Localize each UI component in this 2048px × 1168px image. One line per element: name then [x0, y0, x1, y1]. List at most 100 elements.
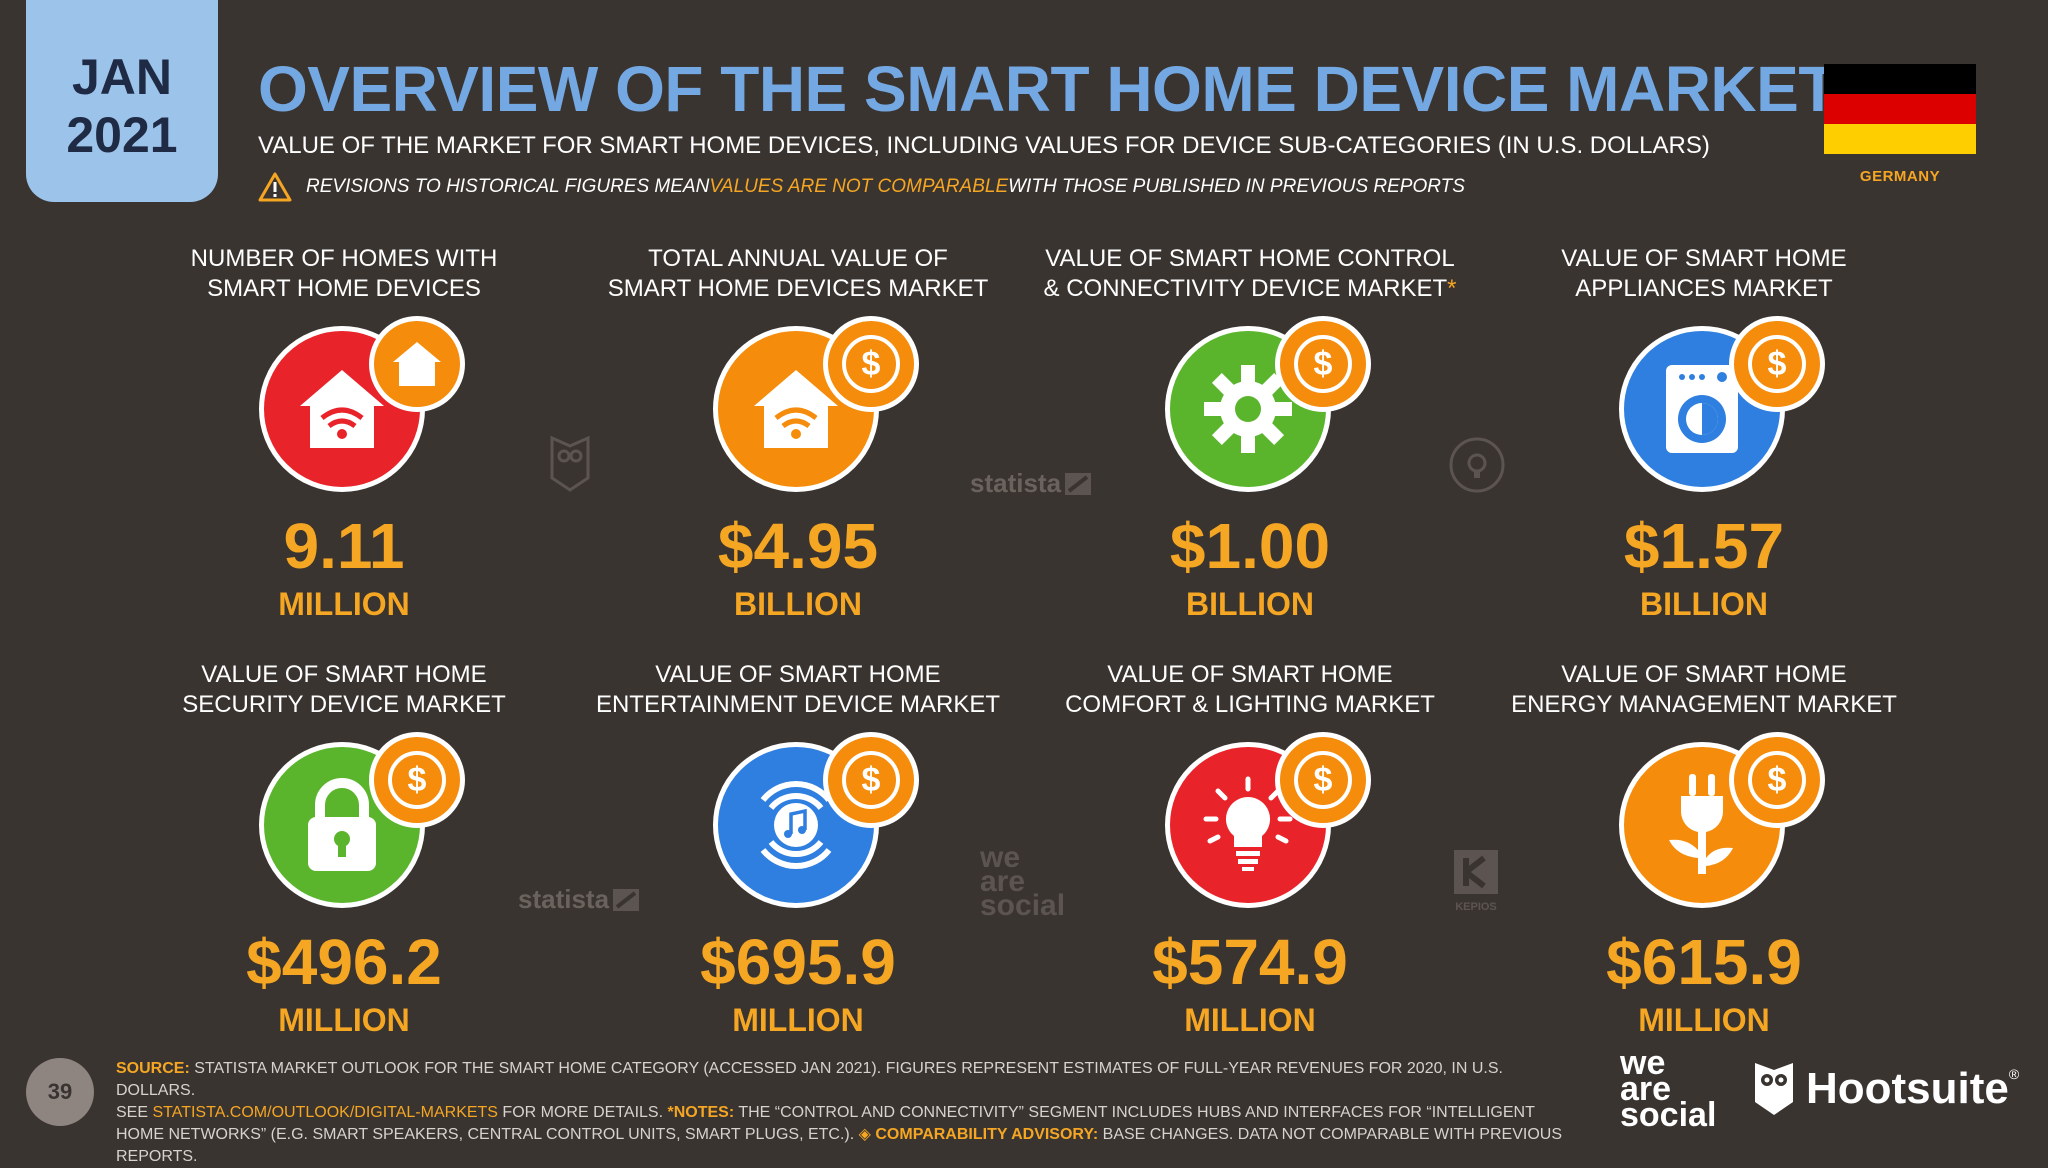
stat-card-label-line1: VALUE OF SMART HOME: [1561, 245, 1847, 272]
stat-card-label-line1: VALUE OF SMART HOME: [655, 661, 941, 688]
stat-card-icon-group: $: [683, 732, 919, 912]
asterisk-note: *: [1447, 275, 1457, 302]
date-year: 2021: [66, 107, 178, 163]
stat-card: VALUE OF SMART HOME ENERGY MANAGEMENT MAR…: [1484, 660, 1924, 1039]
country-label: GERMANY: [1859, 168, 1941, 185]
stat-card-label-line2: SMART HOME DEVICES MARKET: [607, 275, 989, 302]
stat-card-label-line1: VALUE OF SMART HOME: [1107, 661, 1393, 688]
stat-card-unit: BILLION: [734, 586, 862, 622]
stat-card-label: NUMBER OF HOMES WITH SMART HOME DEVICES: [124, 244, 564, 304]
stat-card-icon-group: $: [1589, 732, 1825, 912]
stat-card-value: $695.9: [700, 926, 896, 998]
stat-card: NUMBER OF HOMES WITH SMART HOME DEVICES 9.…: [124, 244, 564, 623]
stat-card-label: VALUE OF SMART HOME ENERGY MANAGEMENT MAR…: [1484, 660, 1924, 720]
notes-text: THE “CONTROL AND CONNECTIVITY” SEGMENT I…: [116, 1104, 1535, 1143]
stat-card-label-line2: & CONNECTIVITY DEVICE MARKET: [1043, 275, 1448, 302]
stat-card-label: VALUE OF SMART HOME SECURITY DEVICE MARKE…: [124, 660, 564, 720]
date-month: JAN: [71, 49, 173, 105]
stat-card-label-line2: ENERGY MANAGEMENT MARKET: [1511, 691, 1897, 718]
stat-card-label-line1: VALUE OF SMART HOME: [1561, 661, 1847, 688]
stat-card-unit: MILLION: [278, 586, 410, 622]
dollar-badge-icon: $: [1275, 732, 1371, 828]
stat-card-value: $1.00: [1169, 510, 1331, 582]
stat-card-label-line2-wrap: COMFORT & LIGHTING MARKET: [1030, 690, 1470, 720]
stat-card-label-line2: SMART HOME DEVICES: [207, 275, 481, 302]
stat-card-label-line2-wrap: SMART HOME DEVICES MARKET: [578, 274, 1018, 304]
stat-card-label-line2-wrap: & CONNECTIVITY DEVICE MARKET*: [1030, 274, 1470, 304]
stat-card-label-line1: VALUE OF SMART HOME CONTROL: [1045, 245, 1455, 272]
advisory-key: ◈ COMPARABILITY ADVISORY:: [858, 1126, 1099, 1143]
stat-card-label-line2: APPLIANCES MARKET: [1575, 275, 1833, 302]
dollar-badge-icon: $: [1275, 316, 1371, 412]
page-number: 39: [26, 1058, 94, 1126]
stat-card-unit: BILLION: [1186, 586, 1314, 622]
stat-card-icon-group: $: [683, 316, 919, 496]
stat-card-label: TOTAL ANNUAL VALUE OF SMART HOME DEVICES …: [578, 244, 1018, 304]
see-text: SEE: [116, 1104, 153, 1121]
hootsuite-wordmark: Hootsuite: [1806, 1064, 2009, 1113]
stat-card-unit: BILLION: [1640, 586, 1768, 622]
page-title: OVERVIEW OF THE SMART HOME DEVICE MARKET: [258, 53, 1837, 125]
stat-card-label-line2: SECURITY DEVICE MARKET: [182, 691, 506, 718]
source-text: STATISTA MARKET OUTLOOK FOR THE SMART HO…: [116, 1060, 1503, 1099]
stat-card-label-line2-wrap: SECURITY DEVICE MARKET: [124, 690, 564, 720]
dollar-badge-icon: $: [823, 732, 919, 828]
dollar-badge-icon: $: [823, 316, 919, 412]
germany-flag: [1824, 64, 1976, 154]
source-link[interactable]: STATISTA.COM/OUTLOOK/DIGITAL-MARKETS: [152, 1104, 498, 1121]
lightbulb-icon: [1165, 742, 1331, 908]
hootsuite-owl-watermark: [548, 434, 592, 499]
lightbulb-watermark: [1448, 436, 1506, 499]
stat-card-unit: MILLION: [1184, 1002, 1316, 1038]
stat-card-unit: MILLION: [1638, 1002, 1770, 1038]
source-key: SOURCE:: [116, 1060, 190, 1077]
warning-text-post: WITH THOSE PUBLISHED IN PREVIOUS REPORTS: [1008, 176, 1465, 197]
stat-card-label: VALUE OF SMART HOME CONTROL & CONNECTIVIT…: [1030, 244, 1470, 304]
stat-card-label-line1: TOTAL ANNUAL VALUE OF: [648, 245, 948, 272]
warning-icon: [258, 172, 292, 202]
more-text: FOR MORE DETAILS.: [497, 1104, 668, 1121]
stat-card-label-line2-wrap: ENTERTAINMENT DEVICE MARKET: [578, 690, 1018, 720]
stat-card-icon-group: [229, 316, 465, 496]
stat-card-icon-group: $: [1135, 732, 1371, 912]
stat-card-label: VALUE OF SMART HOME ENTERTAINMENT DEVICE …: [578, 660, 1018, 720]
stat-card-value: $574.9: [1152, 926, 1348, 998]
stat-card-value: $496.2: [246, 926, 442, 998]
house-badge-icon: [369, 316, 465, 412]
stat-card-value: $1.57: [1623, 510, 1785, 582]
stat-card-label-line2-wrap: SMART HOME DEVICES: [124, 274, 564, 304]
stat-card-label-line1: VALUE OF SMART HOME: [201, 661, 487, 688]
stat-card: VALUE OF SMART HOME ENTERTAINMENT DEVICE …: [578, 660, 1018, 1039]
stat-card: VALUE OF SMART HOME SECURITY DEVICE MARKE…: [124, 660, 564, 1039]
stat-card-label-line2: COMFORT & LIGHTING MARKET: [1065, 691, 1435, 718]
hootsuite-owl-icon: [1755, 1063, 1793, 1115]
stat-card-label-line2: ENTERTAINMENT DEVICE MARKET: [595, 691, 1001, 718]
dollar-badge-icon: $: [1729, 316, 1825, 412]
kepios-watermark: KEPIOS: [1452, 848, 1500, 913]
stat-card-label-line2-wrap: ENERGY MANAGEMENT MARKET: [1484, 690, 1924, 720]
hootsuite-logo: Hootsuite ®: [1752, 1060, 2019, 1118]
stat-card: TOTAL ANNUAL VALUE OF SMART HOME DEVICES …: [578, 244, 1018, 623]
warning-text-highlight: VALUES ARE NOT COMPARABLE: [709, 176, 1009, 197]
stat-card-icon-group: $: [1135, 316, 1371, 496]
we-are-social-logo: we are social: [1620, 1044, 1717, 1134]
date-badge: JAN 2021: [26, 0, 218, 202]
stat-card-unit: MILLION: [732, 1002, 864, 1038]
stat-card: VALUE OF SMART HOME COMFORT & LIGHTING MA…: [1030, 660, 1470, 1039]
stat-card-label: VALUE OF SMART HOME COMFORT & LIGHTING MA…: [1030, 660, 1470, 720]
stat-card: VALUE OF SMART HOME CONTROL & CONNECTIVIT…: [1030, 244, 1470, 623]
stat-card-value: $4.95: [717, 510, 879, 582]
stat-card-label-line1: NUMBER OF HOMES WITH: [190, 245, 498, 272]
we-are-social-watermark: we are social: [980, 841, 1066, 922]
warning-notice: REVISIONS TO HISTORICAL FIGURES MEAN VAL…: [258, 172, 1465, 202]
stat-card-value: 9.11: [283, 510, 405, 582]
page-subtitle: VALUE OF THE MARKET FOR SMART HOME DEVIC…: [258, 132, 1710, 159]
stat-card-icon-group: $: [1589, 316, 1825, 496]
stat-card-icon-group: $: [229, 732, 465, 912]
stat-card-value: $615.9: [1606, 926, 1802, 998]
statista-watermark: statista: [970, 468, 1092, 499]
stat-card: VALUE OF SMART HOME APPLIANCES MARKET $ $1.…: [1484, 244, 1924, 623]
stat-card-label-line2-wrap: APPLIANCES MARKET: [1484, 274, 1924, 304]
notes-key: *NOTES:: [667, 1104, 735, 1121]
registered-mark: ®: [2008, 1066, 2020, 1082]
